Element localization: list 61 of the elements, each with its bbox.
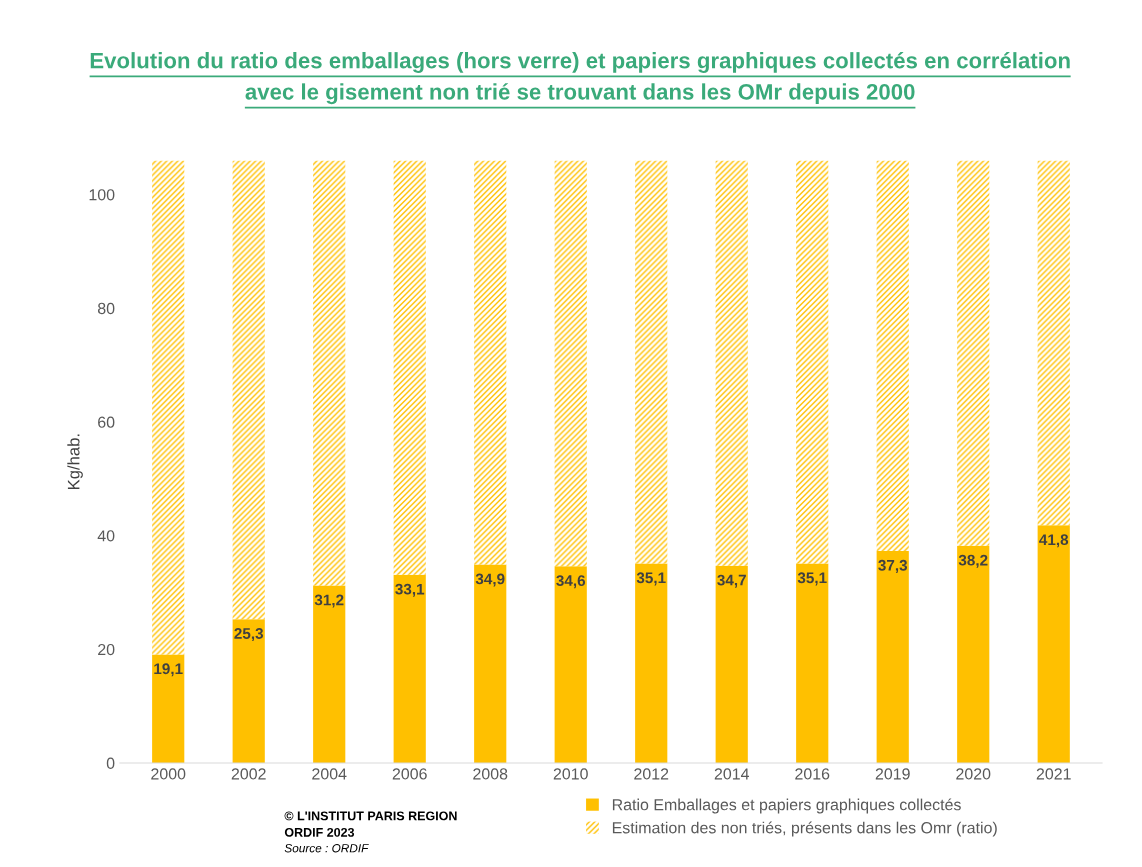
y-axis-title: Kg/hab. [67,434,83,490]
bar [957,545,990,763]
bar [876,550,909,763]
data-label: 34,6 [556,575,586,589]
bar [232,160,265,620]
bar [554,160,587,567]
x-tick-label: 2020 [956,768,991,780]
data-label: 35,1 [797,572,827,586]
x-tick-label: 2006 [392,768,427,780]
legend-label: Estimation des non triés, présents dans les Omr (ratio) [612,821,997,837]
x-tick-label: 2012 [634,768,669,780]
data-label: 33,1 [395,583,425,597]
x-tick-label: 2019 [875,768,910,780]
bar [1037,160,1070,526]
y-tick-label: 20 [98,643,115,656]
text: © L'INSTITUT PARIS REGION [284,811,457,821]
y-tick-label: 60 [98,416,115,428]
data-label: 31,2 [314,594,344,608]
bar [957,160,990,546]
source-note: Source : ORDIF [284,844,369,853]
y-tick-label: 0 [106,757,115,769]
bar [232,619,265,763]
data-label: 19,1 [154,663,183,677]
bar [715,565,748,763]
x-tick-label: 2021 [1036,768,1071,780]
bar [635,563,668,763]
bar [393,574,426,763]
x-tick-label: 2004 [312,768,347,780]
data-label: 34,7 [717,574,746,588]
bar [313,585,346,763]
bar [554,566,587,763]
y-tick-label: 80 [97,302,115,315]
data-label: 38,2 [958,554,988,568]
bar [635,160,668,564]
bar [393,160,426,575]
x-tick-label: 2016 [795,768,830,780]
data-label: 41,8 [1039,534,1069,548]
data-label: 37,3 [878,559,908,573]
data-label: 35,1 [636,572,666,586]
bar [715,160,748,566]
bar [152,654,185,763]
bar [876,160,909,551]
bar [474,564,507,763]
text: ORDIF 2023 [284,827,355,837]
x-tick-label: 2002 [231,768,266,780]
bar [474,160,507,565]
legend-label: Ratio Emballages et papiers graphiques collectés [612,798,961,814]
bar [796,563,829,763]
data-label: 25,3 [234,628,264,642]
x-tick-label: 2014 [714,768,750,780]
y-tick-label: 40 [97,530,115,542]
bar [796,160,829,564]
bar [152,160,185,655]
chart-title: Evolution du ratio des emballages (hors verre) et papiers graphiques collectés en corrélation avec le gisement non trié se trouvant dans les OMr depuis 2000 [90,51,1070,105]
x-tick-label: 2008 [473,768,508,780]
y-tick-label: 100 [89,189,115,201]
bar [1037,525,1070,763]
data-label: 34,9 [475,573,505,587]
x-tick-label: 2000 [151,768,186,780]
x-tick-label: 2010 [553,768,588,780]
bar [313,160,346,586]
